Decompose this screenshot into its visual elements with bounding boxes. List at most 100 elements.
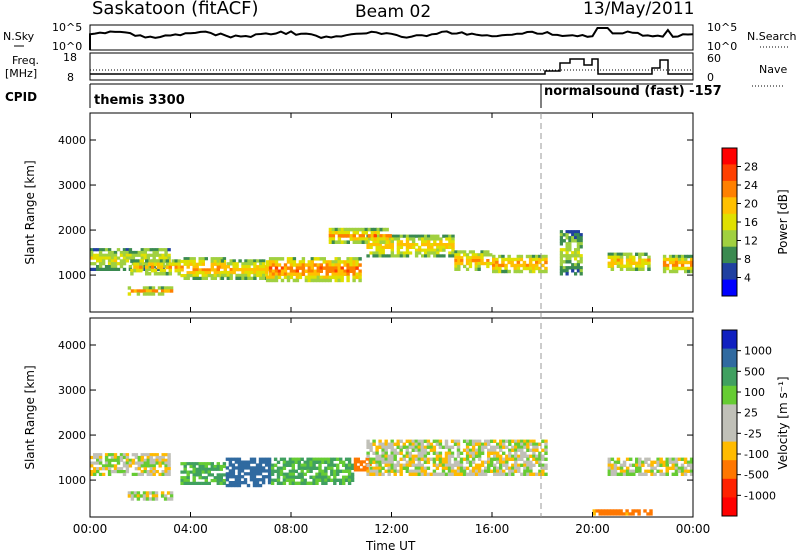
velocity-cell-band-0 bbox=[93, 455, 97, 460]
velocity-cell-band-5 bbox=[405, 463, 409, 467]
power-cell-band-0 bbox=[119, 259, 124, 263]
velocity-cell-band-3 bbox=[303, 472, 307, 476]
power-cell-band-1 bbox=[139, 265, 143, 270]
velocity-cell-band-5 bbox=[471, 451, 476, 455]
power-cell-band-8 bbox=[574, 263, 578, 267]
power-cell-band-9 bbox=[628, 258, 633, 262]
power-cell-band-4 bbox=[325, 275, 329, 280]
velocity-cell-band-1 bbox=[180, 470, 184, 474]
velocity-cell-band-2 bbox=[264, 475, 269, 479]
velocity-cell-band-5 bbox=[390, 463, 394, 467]
velocity-cell-band-5 bbox=[378, 445, 382, 449]
velocity-cell-band-8 bbox=[154, 491, 159, 495]
velocity-cell-band-6 bbox=[686, 460, 691, 464]
velocity-cell-band-0 bbox=[113, 470, 118, 474]
power-cell-band-1 bbox=[136, 265, 140, 270]
power-cell-band-8 bbox=[574, 236, 578, 240]
velocity-cell-band-6 bbox=[625, 466, 630, 470]
power-cell-band-8 bbox=[559, 254, 563, 258]
power-cell-band-5 bbox=[414, 243, 419, 247]
power-cell-band-5 bbox=[390, 251, 394, 255]
power-cell-band-8 bbox=[579, 242, 583, 246]
power-cell-band-2 bbox=[189, 259, 193, 264]
power-cell-band-5 bbox=[439, 240, 443, 244]
velocity-cell-band-6 bbox=[635, 457, 639, 461]
velocity-cell-band-3 bbox=[336, 466, 340, 470]
power-cell-band-3 bbox=[241, 265, 245, 269]
velocity-cell-band-3 bbox=[309, 457, 313, 461]
power-cell-band-8 bbox=[576, 260, 580, 264]
power-cell-band-2 bbox=[222, 259, 227, 264]
power-cell-band-4 bbox=[316, 275, 320, 280]
power-cell-band-3 bbox=[229, 268, 233, 272]
power-cell-band-2 bbox=[180, 259, 184, 264]
power-cell-band-1 bbox=[156, 262, 161, 267]
power-cell-band-3 bbox=[244, 259, 248, 263]
velocity-cell-band-5 bbox=[372, 469, 376, 473]
header-title: Saskatoon (fitACF) bbox=[92, 0, 259, 19]
power-cell-band-8 bbox=[576, 269, 580, 273]
power-cell-band-2 bbox=[192, 271, 196, 275]
velocity-cell-band-5 bbox=[529, 469, 533, 473]
power-cell-band-4 bbox=[310, 269, 314, 273]
nsky-right-bottom: 10^0 bbox=[707, 40, 737, 53]
power-cell-band-8 bbox=[559, 266, 563, 270]
velocity-cell-band-2 bbox=[234, 466, 239, 470]
velocity-cell-band-5 bbox=[387, 460, 391, 464]
velocity-cell-band-1 bbox=[204, 462, 208, 466]
power-cell-band-2 bbox=[210, 274, 214, 278]
velocity-cell-band-0 bbox=[113, 453, 118, 457]
power-cell-band-2 bbox=[183, 259, 187, 264]
velocity-cell-band-2 bbox=[228, 472, 233, 476]
velocity-cell-band-2 bbox=[237, 460, 242, 464]
power-cell-band-8 bbox=[579, 236, 583, 240]
velocity-cell-band-2 bbox=[240, 481, 245, 485]
power-cell-band-4 bbox=[271, 269, 276, 273]
power-cell-band-5 bbox=[424, 237, 428, 241]
velocity-cell-band-3 bbox=[297, 463, 301, 467]
power-cell-band-11 bbox=[160, 289, 165, 293]
velocity-cell-band-5 bbox=[420, 454, 424, 458]
power-cell-band-6 bbox=[457, 267, 461, 271]
power-cell-band-6 bbox=[474, 256, 478, 260]
velocity-cell-band-5 bbox=[499, 469, 503, 473]
velocity-cell-band-3 bbox=[282, 478, 287, 482]
velocity-cell-band-0 bbox=[110, 453, 115, 457]
velocity-cell-band-6 bbox=[680, 472, 685, 476]
power-cell-band-1 bbox=[156, 271, 161, 276]
velocity-cell-band-5 bbox=[369, 460, 373, 464]
velocity-cell-band-5 bbox=[471, 442, 476, 446]
power-cell-band-3 bbox=[238, 268, 242, 272]
velocity-ytick-label: 2000 bbox=[58, 429, 86, 442]
power-cell-band-12 bbox=[331, 237, 336, 241]
power-cell-band-0 bbox=[125, 250, 130, 255]
velocity-cell-band-5 bbox=[411, 463, 415, 467]
velocity-cell-band-5 bbox=[399, 469, 403, 473]
velocity-cell-band-0 bbox=[131, 472, 136, 476]
power-cell-band-1 bbox=[136, 262, 140, 267]
velocity-cell-band-4 bbox=[353, 460, 358, 464]
power-cell-band-12 bbox=[328, 234, 333, 238]
velocity-ytick-label: 4000 bbox=[58, 339, 86, 352]
velocity-cell-band-5 bbox=[414, 469, 418, 473]
velocity-cell-band-5 bbox=[474, 448, 479, 452]
velocity-cell-band-5 bbox=[514, 451, 518, 455]
power-cell-band-0 bbox=[131, 250, 136, 255]
velocity-cell-band-2 bbox=[255, 472, 260, 476]
velocity-cell-band-6 bbox=[635, 463, 639, 467]
velocity-cell-band-6 bbox=[653, 460, 657, 464]
velocity-cell-band-5 bbox=[465, 454, 470, 458]
velocity-cell-band-2 bbox=[252, 457, 257, 461]
velocity-cell-band-5 bbox=[517, 442, 521, 446]
power-cell-band-3 bbox=[241, 268, 245, 272]
velocity-cell-band-2 bbox=[243, 478, 248, 482]
power-cell-band-4 bbox=[295, 269, 300, 273]
power-cell-band-4 bbox=[280, 257, 285, 261]
power-cell-band-11 bbox=[169, 286, 174, 290]
power-cell-band-4 bbox=[322, 260, 326, 264]
power-cell-band-4 bbox=[340, 269, 344, 273]
velocity-cell-band-2 bbox=[237, 478, 242, 482]
velocity-cell-band-5 bbox=[529, 448, 533, 452]
power-cell-band-7 bbox=[495, 266, 499, 271]
